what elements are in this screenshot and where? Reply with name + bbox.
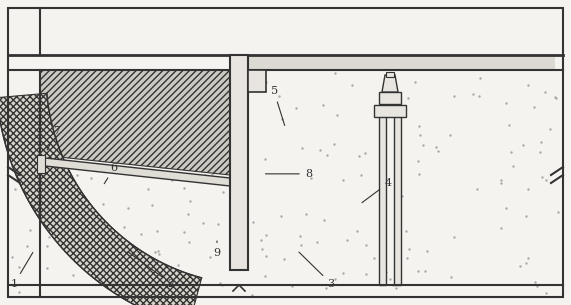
Polygon shape xyxy=(45,158,230,186)
Text: 4: 4 xyxy=(362,178,392,203)
Text: 7: 7 xyxy=(47,126,61,150)
Bar xyxy=(248,55,555,70)
Bar xyxy=(37,155,45,173)
Bar xyxy=(386,72,394,77)
Bar xyxy=(374,105,406,117)
Bar xyxy=(230,55,248,270)
Bar xyxy=(379,92,401,104)
Bar xyxy=(248,70,266,92)
Text: 5: 5 xyxy=(271,87,285,125)
Text: 3: 3 xyxy=(299,252,335,289)
Polygon shape xyxy=(40,70,230,175)
Bar xyxy=(394,115,401,285)
Bar xyxy=(379,115,386,285)
Text: 6: 6 xyxy=(104,163,118,184)
Text: 9: 9 xyxy=(214,241,220,258)
Text: 1: 1 xyxy=(11,253,33,289)
Polygon shape xyxy=(382,75,398,92)
Text: 2: 2 xyxy=(128,252,175,289)
Text: 8: 8 xyxy=(266,169,312,179)
Polygon shape xyxy=(0,93,202,305)
